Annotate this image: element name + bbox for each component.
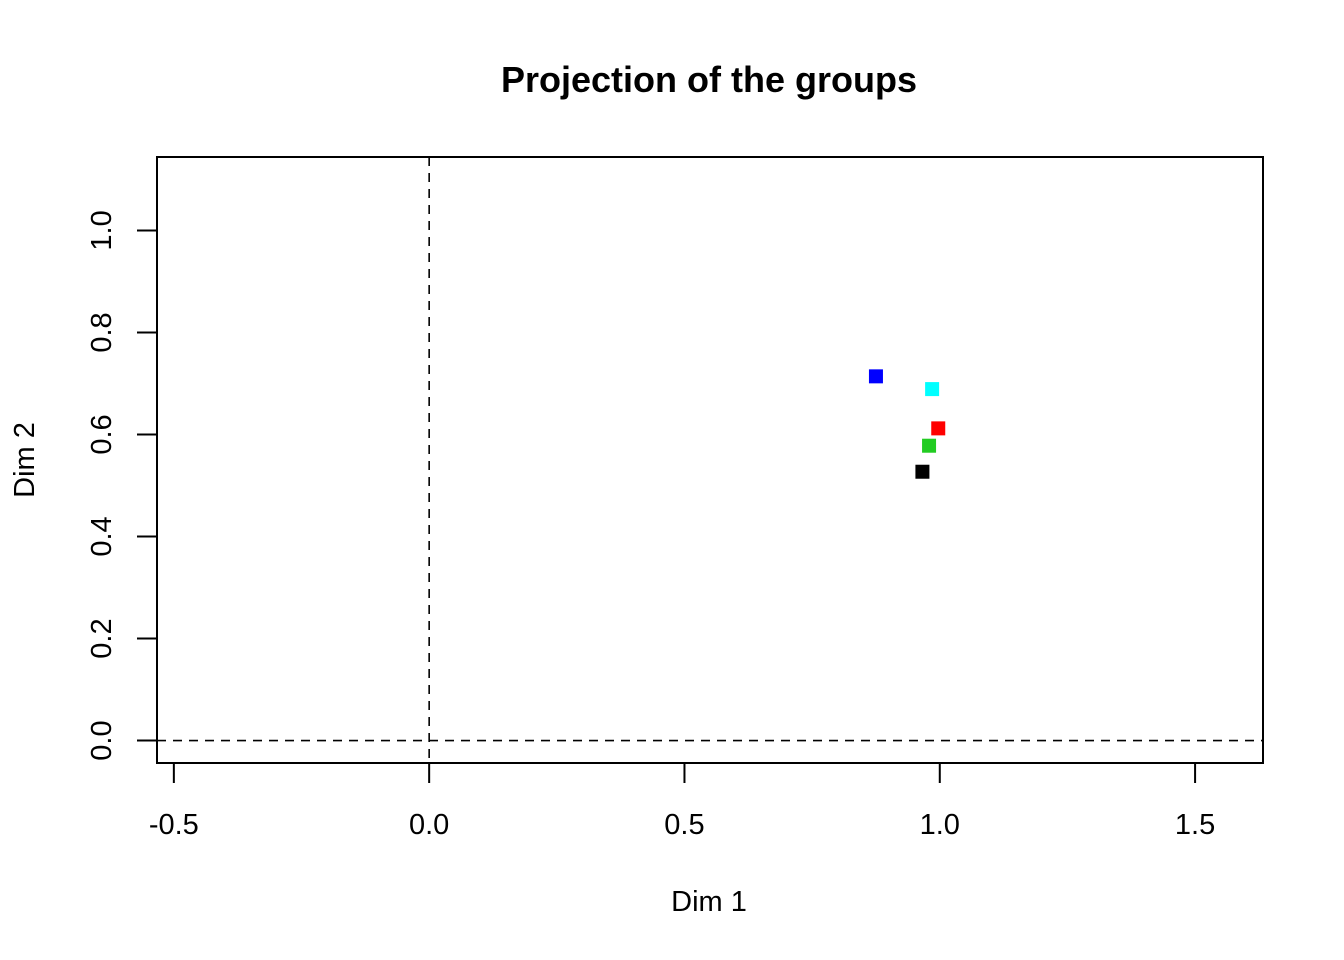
x-tick-label: 0.5: [664, 809, 704, 841]
y-tick-label: 0.0: [86, 720, 118, 760]
y-tick-label: 0.8: [86, 312, 118, 352]
y-tick-label: 0.4: [86, 516, 118, 556]
x-axis-title: Dim 1: [671, 886, 747, 918]
plot-area: -0.5 0.0 0.5 1.0 1.5 0.0 0.2 0.4 0.6 0.8 1.0: [86, 156, 1264, 841]
data-point: [868, 369, 883, 384]
x-tick-label: 1.5: [1175, 809, 1215, 841]
y-tick-label: 1.0: [86, 210, 118, 250]
x-tick-label: 1.0: [920, 809, 960, 841]
chart-title: Projection of the groups: [501, 59, 917, 100]
data-point: [931, 421, 946, 436]
x-tick-label: -0.5: [149, 809, 199, 841]
y-tick-label: 0.6: [86, 414, 118, 454]
data-point: [925, 382, 940, 397]
data-point: [922, 438, 937, 453]
data-point: [915, 464, 930, 479]
x-tick-label: 0.0: [409, 809, 449, 841]
y-axis-title: Dim 2: [9, 422, 41, 498]
y-tick-label: 0.2: [86, 618, 118, 658]
plot-frame: [156, 156, 1264, 764]
